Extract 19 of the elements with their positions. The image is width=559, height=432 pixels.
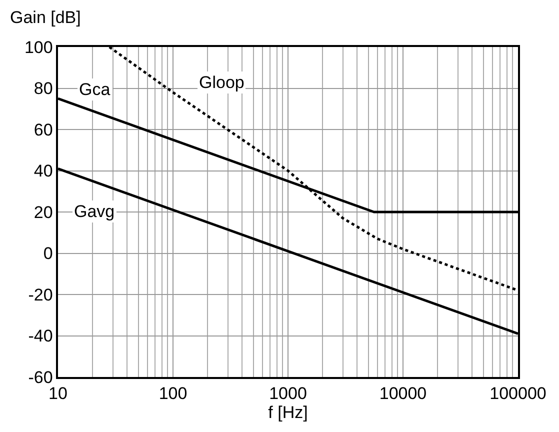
y-tick-label: 60	[34, 120, 53, 140]
x-tick-label: 10000	[379, 384, 427, 404]
x-tick-label: 1000	[269, 384, 307, 404]
y-tick-label: 20	[34, 202, 53, 222]
y-tick-label: 100	[24, 38, 53, 57]
y-tick-label: -20	[28, 285, 53, 304]
y-tick-label: 40	[34, 162, 53, 181]
y-tick-label: 0	[43, 244, 53, 264]
y-tick-label: -40	[28, 326, 53, 346]
y-tick-label: -60	[28, 368, 53, 387]
series-label: Gavg	[74, 202, 115, 221]
series-label: Gca	[79, 80, 111, 99]
y-axis-title: Gain [dB]	[10, 8, 81, 27]
x-tick-label: 100000	[490, 384, 546, 404]
y-tick-label: 80	[34, 79, 53, 98]
x-tick-label: 100	[158, 384, 188, 404]
series-label: Gloop	[199, 73, 244, 92]
x-axis-title: f [Hz]	[268, 403, 308, 422]
x-tick-label: 10	[48, 384, 68, 404]
